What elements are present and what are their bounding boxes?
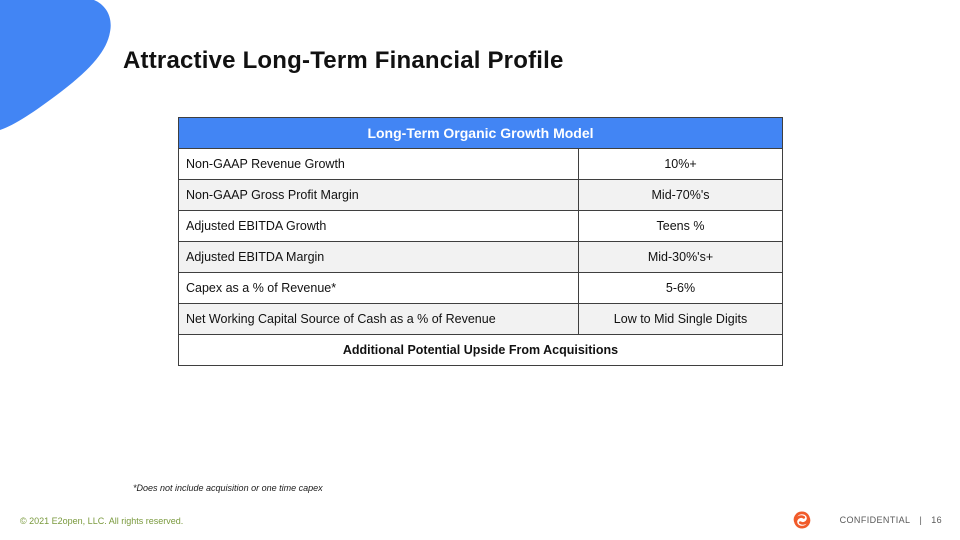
table-title: Long-Term Organic Growth Model xyxy=(178,117,783,149)
metric-value-cell: Mid-30%'s+ xyxy=(578,241,783,273)
copyright-text: © 2021 E2open, LLC. All rights reserved. xyxy=(20,516,184,526)
metric-label-cell: Adjusted EBITDA Growth xyxy=(178,210,579,242)
table-row: Adjusted EBITDA Margin Mid-30%'s+ xyxy=(178,241,783,273)
table-row: Capex as a % of Revenue* 5-6% xyxy=(178,272,783,304)
table-row: Adjusted EBITDA Growth Teens % xyxy=(178,210,783,242)
confidential-label: CONFIDENTIAL xyxy=(839,515,911,525)
growth-model-table: Long-Term Organic Growth Model Non-GAAP … xyxy=(178,117,783,366)
table-row: Net Working Capital Source of Cash as a … xyxy=(178,303,783,335)
e2open-logo-icon xyxy=(793,511,810,529)
metric-label-cell: Non-GAAP Revenue Growth xyxy=(178,148,579,180)
table-row: Non-GAAP Gross Profit Margin Mid-70%'s xyxy=(178,179,783,211)
slide-footer-right: CONFIDENTIAL | 16 xyxy=(790,508,942,532)
table-row: Non-GAAP Revenue Growth 10%+ xyxy=(178,148,783,180)
table-header-row: Long-Term Organic Growth Model xyxy=(178,117,783,149)
metric-label-cell: Non-GAAP Gross Profit Margin xyxy=(178,179,579,211)
metric-value-cell: 5-6% xyxy=(578,272,783,304)
corner-accent-shape-icon xyxy=(0,0,111,130)
metric-label-cell: Net Working Capital Source of Cash as a … xyxy=(178,303,579,335)
metric-value-cell: 10%+ xyxy=(578,148,783,180)
slide-title: Attractive Long-Term Financial Profile xyxy=(123,47,564,74)
metric-value-cell: Teens % xyxy=(578,210,783,242)
footnote: *Does not include acquisition or one tim… xyxy=(133,483,323,493)
footer-separator: | xyxy=(919,515,923,525)
table-footer-row: Additional Potential Upside From Acquisi… xyxy=(178,334,783,366)
metric-value-cell: Low to Mid Single Digits xyxy=(578,303,783,335)
page-number: 16 xyxy=(931,515,942,525)
confidential-group: CONFIDENTIAL | 16 xyxy=(840,515,942,525)
table-footer-note: Additional Potential Upside From Acquisi… xyxy=(178,334,783,366)
metric-value-cell: Mid-70%'s xyxy=(578,179,783,211)
metric-label-cell: Capex as a % of Revenue* xyxy=(178,272,579,304)
metric-label-cell: Adjusted EBITDA Margin xyxy=(178,241,579,273)
